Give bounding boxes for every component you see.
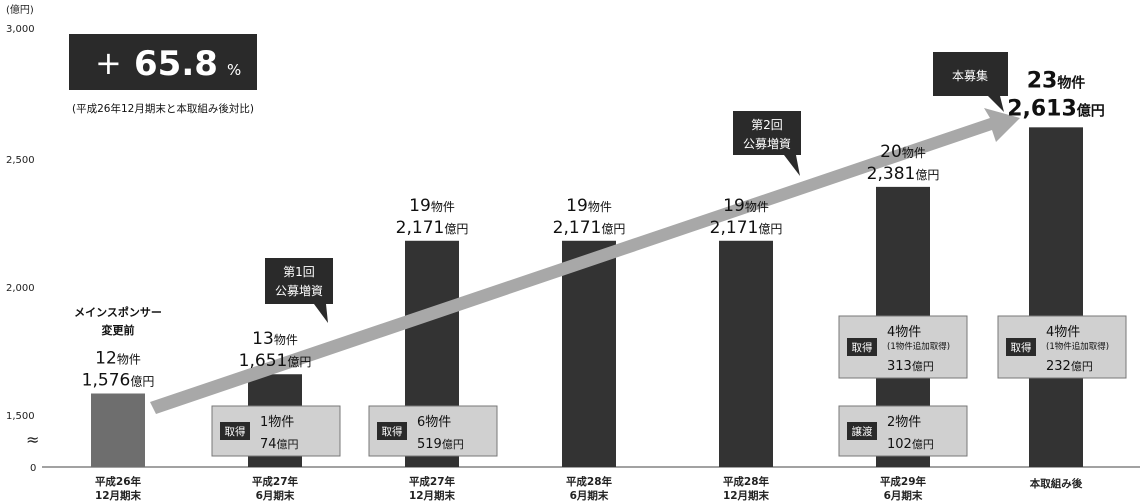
transaction-box-1: 取得 6物件 519億円 bbox=[368, 405, 498, 457]
bar-amount-6: 2,613億円 bbox=[1007, 96, 1105, 121]
x-label-5-line1: 平成29年 bbox=[880, 475, 927, 488]
y-tick-2500: 2,500 bbox=[6, 155, 35, 166]
y-tick-2000: 2,000 bbox=[6, 283, 35, 294]
box-amount-0: 74億円 bbox=[260, 437, 299, 452]
x-label-1-line1: 平成27年 bbox=[252, 475, 299, 488]
box-amount-1: 519億円 bbox=[417, 437, 464, 452]
sponsor-note-line2: 変更前 bbox=[102, 323, 135, 337]
growth-note: (平成26年12月期末と本取組み後対比) bbox=[72, 102, 254, 115]
svg-text:公募増資: 公募増資 bbox=[743, 137, 791, 151]
box-line1-4: 4物件 bbox=[1046, 325, 1080, 340]
box-tag-2: 取得 bbox=[852, 342, 873, 354]
y-tick-1500: 1,500 bbox=[6, 411, 35, 422]
svg-text:本募集: 本募集 bbox=[952, 68, 988, 83]
x-axis-labels: 平成26年12月期末平成27年6月期末平成27年12月期末平成28年6月期末平成… bbox=[95, 475, 1083, 502]
callout-first-offering: 第1回 公募増資 bbox=[265, 258, 333, 323]
bar-4 bbox=[719, 240, 773, 467]
bar-count-5: 20物件 bbox=[880, 142, 926, 162]
box-tag-bg-0 bbox=[220, 422, 250, 440]
bar-amount-1: 1,651億円 bbox=[239, 351, 312, 371]
bar-amount-4: 2,171億円 bbox=[710, 218, 783, 238]
box-tag-0: 取得 bbox=[225, 426, 246, 438]
transaction-box-2: 取得 4物件(1物件追加取得) 313億円 bbox=[838, 315, 968, 379]
box-tag-bg-3 bbox=[847, 422, 877, 440]
transaction-box-0: 取得 1物件 74億円 bbox=[211, 405, 341, 457]
box-tag-4: 取得 bbox=[1011, 342, 1032, 354]
box-line1-3: 2物件 bbox=[887, 415, 921, 430]
growth-sign: + bbox=[95, 44, 122, 82]
x-label-0-line1: 平成26年 bbox=[95, 475, 142, 488]
y-axis-unit: (億円) bbox=[6, 3, 34, 16]
transaction-box-3: 譲渡 2物件 102億円 bbox=[838, 405, 968, 457]
box-tag-3: 譲渡 bbox=[852, 425, 873, 438]
growth-badge bbox=[69, 34, 257, 90]
bar-amount-5: 2,381億円 bbox=[867, 164, 940, 184]
x-label-5-line2: 6月期末 bbox=[884, 489, 923, 502]
bar-count-3: 19物件 bbox=[566, 196, 612, 216]
svg-text:第2回: 第2回 bbox=[751, 118, 783, 132]
box-note-2: (1物件追加取得) bbox=[887, 341, 950, 352]
bar-amount-3: 2,171億円 bbox=[553, 218, 626, 238]
transaction-boxes: 取得1物件74億円取得6物件519億円取得4物件(1物件追加取得)313億円譲渡… bbox=[211, 315, 1127, 457]
growth-arrow bbox=[150, 108, 1020, 414]
bar-count-2: 19物件 bbox=[409, 196, 455, 216]
box-line1-1: 6物件 bbox=[417, 415, 451, 430]
x-label-2-line2: 12月期末 bbox=[409, 489, 456, 502]
box-tag-1: 取得 bbox=[382, 426, 403, 438]
bar-label-6: 23物件 2,613億円 bbox=[1007, 68, 1105, 121]
y-tick-3000: 3,000 bbox=[6, 24, 35, 35]
bar-amount-0: 1,576億円 bbox=[82, 370, 155, 390]
box-amount-3: 102億円 bbox=[887, 437, 934, 452]
bar-count-6: 23物件 bbox=[1027, 68, 1086, 93]
box-line1-2: 4物件 bbox=[887, 325, 921, 340]
axis-break-mark: ≈ bbox=[26, 430, 39, 449]
bar-count-1: 13物件 bbox=[252, 329, 298, 349]
x-label-4-line2: 12月期末 bbox=[723, 489, 770, 502]
y-tick-0: 0 bbox=[30, 463, 36, 474]
box-tag-bg-2 bbox=[847, 338, 877, 356]
box-line1-0: 1物件 bbox=[260, 415, 294, 430]
svg-text:公募増資: 公募増資 bbox=[275, 284, 323, 298]
bar-count-4: 19物件 bbox=[723, 196, 769, 216]
growth-unit: % bbox=[227, 61, 241, 79]
box-tag-bg-4 bbox=[1006, 338, 1036, 356]
box-amount-2: 313億円 bbox=[887, 359, 934, 374]
box-note-4: (1物件追加取得) bbox=[1046, 341, 1109, 352]
sponsor-note-line1: メインスポンサー bbox=[74, 305, 162, 319]
growth-value: 65.8 bbox=[134, 44, 218, 84]
x-label-0-line2: 12月期末 bbox=[95, 489, 142, 502]
callout-this-offering: 本募集 bbox=[933, 52, 1008, 112]
x-label-4-line1: 平成28年 bbox=[723, 475, 770, 488]
bar-0 bbox=[91, 393, 145, 467]
bar-3 bbox=[562, 240, 616, 467]
bar-6 bbox=[1029, 127, 1083, 467]
bar-amount-2: 2,171億円 bbox=[396, 218, 469, 238]
svg-text:第1回: 第1回 bbox=[283, 265, 315, 279]
callout-second-offering: 第2回 公募増資 bbox=[733, 111, 801, 176]
x-label-3-line2: 6月期末 bbox=[570, 489, 609, 502]
box-amount-4: 232億円 bbox=[1046, 359, 1093, 374]
x-label-6-line1: 本取組み後 bbox=[1030, 477, 1083, 490]
x-label-2-line1: 平成27年 bbox=[409, 475, 456, 488]
bar-count-0: 12物件 bbox=[95, 348, 141, 368]
box-tag-bg-1 bbox=[377, 422, 407, 440]
transaction-box-4: 取得 4物件(1物件追加取得) 232億円 bbox=[997, 315, 1127, 379]
x-label-1-line2: 6月期末 bbox=[256, 489, 295, 502]
x-label-3-line1: 平成28年 bbox=[566, 475, 613, 488]
bar-value-labels: 12物件1,576億円13物件1,651億円19物件2,171億円19物件2,1… bbox=[82, 68, 1105, 390]
